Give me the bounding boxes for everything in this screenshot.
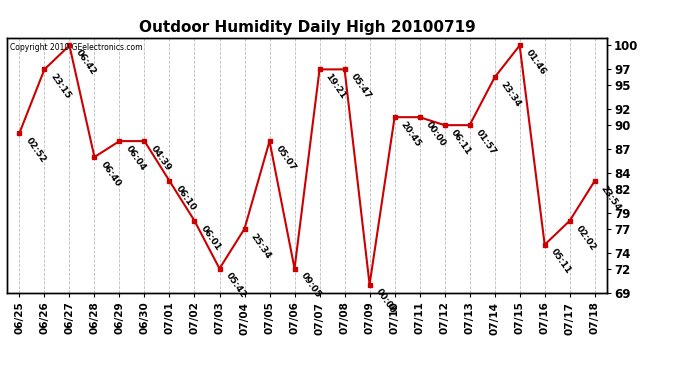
Text: 20:45: 20:45 — [399, 120, 422, 148]
Text: Copyright 2010 GEelectronics.com: Copyright 2010 GEelectronics.com — [10, 43, 142, 52]
Text: 06:10: 06:10 — [174, 184, 197, 212]
Text: 19:21: 19:21 — [324, 72, 348, 101]
Text: 09:05: 09:05 — [299, 272, 322, 300]
Title: Outdoor Humidity Daily High 20100719: Outdoor Humidity Daily High 20100719 — [139, 20, 475, 35]
Text: 23:34: 23:34 — [499, 80, 522, 109]
Text: 06:04: 06:04 — [124, 144, 148, 172]
Text: 06:11: 06:11 — [448, 128, 473, 156]
Text: 06:42: 06:42 — [74, 48, 97, 77]
Text: 06:01: 06:01 — [199, 224, 222, 252]
Text: 06:40: 06:40 — [99, 160, 122, 188]
Text: 01:46: 01:46 — [524, 48, 548, 77]
Text: 01:57: 01:57 — [474, 128, 497, 156]
Text: 05:11: 05:11 — [549, 248, 573, 276]
Text: 23:54: 23:54 — [599, 184, 622, 212]
Text: 02:52: 02:52 — [23, 136, 48, 164]
Text: 04:39: 04:39 — [148, 144, 172, 172]
Text: 23:15: 23:15 — [48, 72, 72, 101]
Text: 00:00: 00:00 — [374, 287, 397, 315]
Text: 05:47: 05:47 — [348, 72, 373, 101]
Text: 02:02: 02:02 — [574, 224, 598, 252]
Text: 00:00: 00:00 — [424, 120, 447, 148]
Text: 05:42: 05:42 — [224, 272, 248, 300]
Text: 25:34: 25:34 — [248, 231, 273, 260]
Text: 05:07: 05:07 — [274, 144, 297, 172]
